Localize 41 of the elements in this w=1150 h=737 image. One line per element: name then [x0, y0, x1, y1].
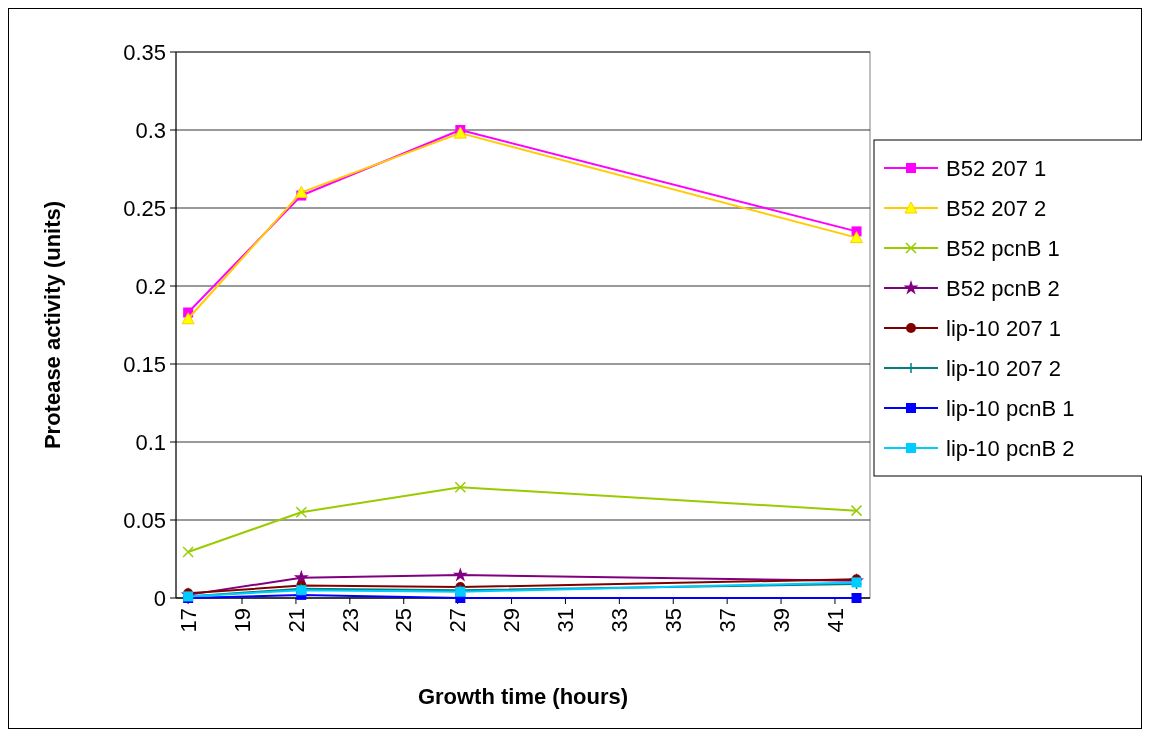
x-tick-label: 17	[175, 608, 201, 633]
legend-label: lip-10 pcnB 1	[946, 395, 1075, 421]
point	[454, 481, 467, 493]
x-tick-label: 25	[391, 608, 417, 633]
y-tick-label: 0	[153, 585, 166, 611]
point	[295, 506, 308, 518]
x-tick-label: 23	[337, 608, 363, 633]
point	[294, 185, 308, 198]
point	[452, 567, 468, 582]
point	[453, 126, 467, 139]
legend-label: B52 pcnB 1	[946, 235, 1060, 261]
y-tick-label: 0.3	[135, 117, 166, 143]
y-tick-label: 0.2	[135, 273, 166, 299]
x-axis-title: Growth time (hours)	[417, 684, 629, 709]
x-tick-label: 39	[768, 608, 794, 633]
x-tick-label: 19	[229, 608, 255, 633]
legend-label: lip-10 207 2	[946, 355, 1061, 381]
legend-label: lip-10 pcnB 2	[946, 435, 1075, 461]
point	[851, 593, 862, 603]
x-tick-label: 41	[822, 608, 848, 633]
x-tick-label: 35	[660, 608, 686, 633]
y-tick-label: 0.05	[123, 507, 166, 533]
x-tick-label: 31	[553, 608, 579, 633]
point	[850, 231, 864, 244]
legend-label: B52 207 2	[946, 195, 1047, 221]
legend-label: lip-10 207 1	[946, 315, 1061, 341]
point	[182, 546, 194, 558]
legend-label: B52 pcnB 2	[946, 275, 1060, 301]
legend-label: B52 207 1	[946, 155, 1047, 181]
y-tick-label: 0.15	[123, 351, 166, 377]
x-tick-label: 27	[445, 608, 471, 633]
x-tick-label: 21	[283, 608, 309, 633]
y-axis-title: Protease activity (units)	[40, 200, 65, 450]
point	[181, 312, 195, 325]
y-tick-label: 0.35	[123, 39, 166, 65]
y-tick-label: 0.1	[135, 429, 166, 455]
x-tick-label: 37	[714, 608, 740, 633]
x-tick-label: 33	[607, 608, 633, 633]
x-tick-label: 29	[499, 608, 525, 633]
y-tick-label: 0.25	[123, 195, 166, 221]
point	[850, 504, 863, 517]
